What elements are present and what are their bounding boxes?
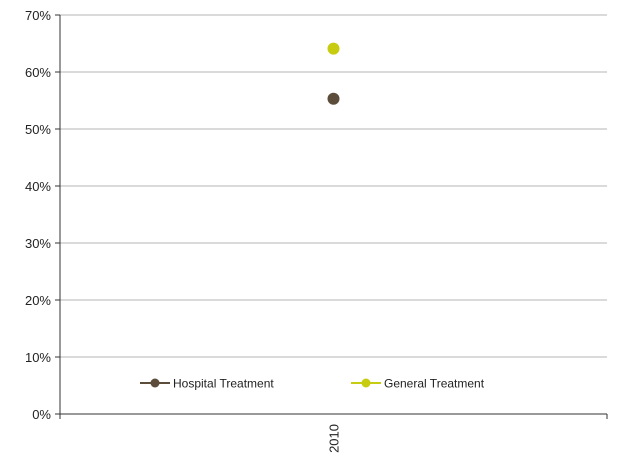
legend-item: General Treatment <box>351 377 485 391</box>
x-tick-labels: 2010 <box>327 424 342 453</box>
legend-marker <box>150 378 160 388</box>
legend-item: Hospital Treatment <box>140 377 274 391</box>
series-hospital-treatment <box>327 92 340 105</box>
series-general-treatment <box>327 42 340 55</box>
y-tick-label: 10% <box>25 350 51 365</box>
x-tick-label: 2010 <box>327 424 342 453</box>
y-tick-label: 20% <box>25 293 51 308</box>
y-tick-label: 70% <box>25 8 51 23</box>
y-tick-label: 60% <box>25 65 51 80</box>
y-tick-label: 30% <box>25 236 51 251</box>
data-point <box>327 92 340 105</box>
legend-marker <box>361 378 371 388</box>
legend-label: General Treatment <box>384 377 485 391</box>
axes <box>55 14 608 419</box>
data-series <box>327 42 340 105</box>
y-tick-label: 0% <box>32 407 51 422</box>
legend-label: Hospital Treatment <box>173 377 274 391</box>
data-point <box>327 42 340 55</box>
legend: Hospital Treatment General Treatment <box>140 377 485 391</box>
y-tick-label: 40% <box>25 179 51 194</box>
gridlines <box>60 14 607 358</box>
y-tick-labels: 0% 10% 20% 30% 40% 50% 60% 70% <box>25 8 51 422</box>
y-tick-label: 50% <box>25 122 51 137</box>
